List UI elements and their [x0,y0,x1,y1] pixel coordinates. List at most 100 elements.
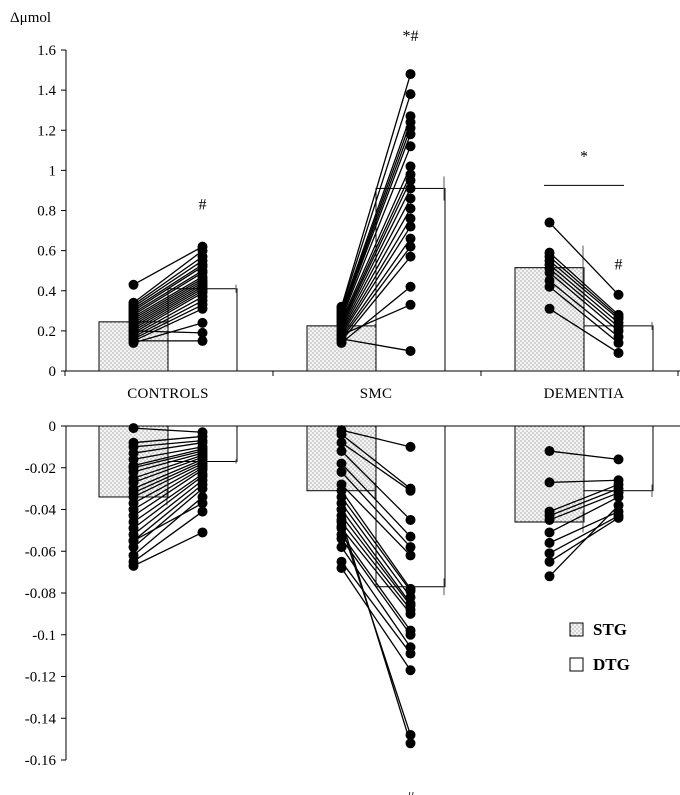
subject-line [549,479,619,484]
subject-line [549,252,619,316]
subject-line [133,442,203,454]
y-tick-label: -0.14 [25,711,57,727]
subject-line [340,534,412,631]
bottom-panel: 0 -0.02 -0.04 -0.06 -0.08 -0.1 -0.12 -0.14 -0.16… [25,419,680,795]
subject-line [340,246,412,340]
subject-point-dtg [197,327,208,338]
subject-line [340,519,412,744]
y-tick-label: -0.02 [25,461,56,477]
subject-line [340,567,412,671]
subject-point-dtg [405,129,416,140]
category-label-dementia: DEMENTIA [544,386,625,402]
y-tick-label: 0.8 [37,204,56,220]
subject-line [340,122,412,314]
subject-line [549,264,619,324]
subject-point-dtg [405,213,416,224]
subject-line [549,268,619,328]
subject-line [340,496,412,592]
subject-point-stg [336,437,347,448]
subject-point-dtg [405,251,416,262]
subject-line [133,276,203,318]
subject-line [340,509,412,604]
subject-line [133,448,203,467]
subject-line [340,538,412,636]
y-tick-label: -0.16 [25,753,57,769]
subject-point-dtg [405,441,416,452]
significance-mark: # [199,196,207,213]
subject-line [549,272,619,332]
subject-point-dtg [405,69,416,80]
subject-line [133,511,203,563]
subject-line [340,502,412,598]
subject-line [341,304,411,336]
subject-line [549,286,619,344]
subject-line [549,483,619,513]
subject-point-stg [336,562,347,573]
subject-line [340,128,412,316]
subject-line [549,260,619,320]
subject-point-stg [544,548,555,559]
subject-point-stg [128,279,139,290]
subject-point-dtg [405,648,416,659]
subject-point-dtg [405,665,416,676]
y-tick-label: -0.12 [25,670,56,686]
subject-point-dtg [405,281,416,292]
subject-point-dtg [405,550,416,561]
y-tick-label: 1.6 [37,43,56,59]
subject-point-dtg [405,608,416,619]
subject-line [340,490,412,590]
subject-line [340,521,412,611]
subject-line [340,256,412,342]
subject-line [340,146,412,320]
subject-line [549,515,619,554]
subject-line [133,322,203,344]
subject-point-stg [544,303,555,314]
subject-point-stg [544,556,555,567]
subject-line [133,452,203,473]
subject-point-dtg [405,141,416,152]
subject-line [549,280,619,338]
subject-point-dtg [405,345,416,356]
y-axis-label: Δμmol [10,10,51,26]
subject-line [133,292,203,334]
subject-line [133,266,203,312]
subject-point-dtg [405,193,416,204]
subject-line [341,338,411,352]
legend-label-dtg: DTG [593,655,630,674]
subject-point-dtg [197,317,208,328]
subject-line [133,467,203,511]
subject-line [549,504,619,577]
significance-mark: # [407,790,415,795]
y-tick-label: 1.4 [37,83,56,99]
y-tick-label: 0 [49,419,57,435]
subject-point-dtg [613,337,624,348]
subject-point-stg [336,542,347,553]
subject-point-dtg [405,221,416,232]
subject-line [133,465,203,504]
subject-line [133,250,203,304]
subject-line [133,284,203,326]
subject-point-dtg [197,506,208,517]
subject-point-dtg [613,500,624,511]
subject-line [340,561,412,654]
subject-line [549,256,619,318]
subject-line [340,515,412,606]
subject-line [133,531,203,567]
y-tick-label: -0.04 [25,503,57,519]
subject-point-stg [336,446,347,457]
subject-line [340,546,412,648]
subject-point-dtg [197,335,208,346]
subject-line [133,473,203,523]
subject-point-stg [544,446,555,457]
y-tick-label: -0.08 [25,586,56,602]
subject-line [133,450,203,469]
subject-point-stg [336,514,347,525]
y-tick-label: 0.6 [37,244,56,260]
subject-line [133,246,203,286]
subject-line [340,527,412,615]
subject-line [133,439,203,448]
subject-line [133,256,203,306]
subject-point-stg [544,217,555,228]
subject-line [341,483,411,556]
